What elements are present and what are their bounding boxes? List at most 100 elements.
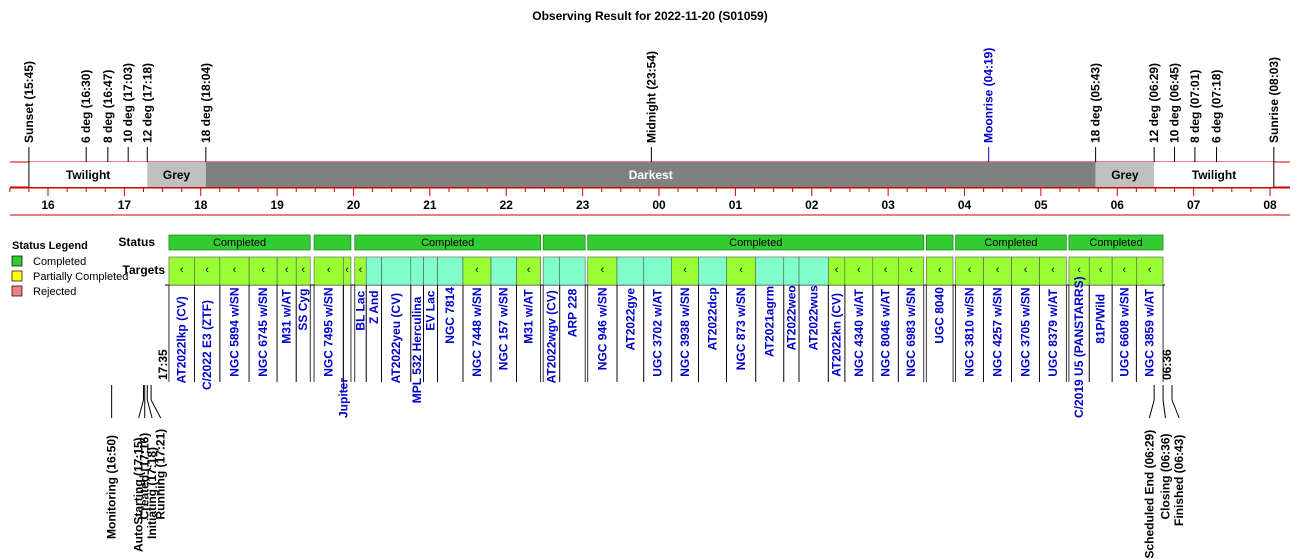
event-label: AutoStarting (17:15) xyxy=(132,437,146,552)
target-label: UGC 3702 w/AT xyxy=(651,288,665,376)
target-mark: ‹ xyxy=(601,264,605,276)
band-twilight xyxy=(1154,162,1274,187)
target-mark: ‹ xyxy=(1077,264,1081,276)
status-block xyxy=(168,234,311,251)
target-mark: ‹ xyxy=(180,264,184,276)
target-label: Z And xyxy=(367,290,381,324)
target-label: UGC 8379 w/AT xyxy=(1046,288,1060,376)
target-label: NGC 873 w/SN xyxy=(734,287,748,370)
target-label: NGC 7495 w/SN xyxy=(322,287,336,376)
target-block xyxy=(844,256,874,286)
target-block xyxy=(1039,256,1067,286)
target-label: AT2022weo xyxy=(784,285,798,350)
target-label: SS Cyg xyxy=(296,289,310,331)
band-label: Grey xyxy=(163,168,191,182)
legend-item-label: Completed xyxy=(33,256,86,268)
hour-tick-label: 05 xyxy=(1034,198,1048,212)
event-connector xyxy=(1171,399,1180,419)
target-block xyxy=(542,256,561,286)
band-grey xyxy=(1095,162,1155,187)
end-time-label: 06:36 xyxy=(1160,349,1174,380)
target-mark: ‹ xyxy=(1051,264,1055,276)
target-label: AT2021agrm xyxy=(763,286,777,357)
target-label: NGC 5894 w/SN xyxy=(227,287,241,376)
status-block xyxy=(313,234,352,251)
status-block-label: Completed xyxy=(421,237,474,249)
target-mark: ‹ xyxy=(475,264,479,276)
target-mark: ‹ xyxy=(301,264,305,276)
target-label: AT2022kn (CV) xyxy=(830,293,844,377)
target-label: NGC 8046 w/AT xyxy=(879,288,893,376)
event-connector xyxy=(146,399,153,419)
hour-tick-label: 02 xyxy=(805,198,819,212)
legend-items: Completed Partially Completed Rejected xyxy=(11,255,128,298)
target-block xyxy=(490,256,517,286)
target-mark: ‹ xyxy=(205,264,209,276)
start-time-label: 17:35 xyxy=(156,349,170,380)
event-label: Created (17:16) xyxy=(138,433,152,520)
target-mark: ‹ xyxy=(359,264,363,276)
legend-swatch xyxy=(11,285,23,297)
target-label: NGC 3938 w/SN xyxy=(678,287,692,376)
target-mark: ‹ xyxy=(261,264,265,276)
sky-bands: Twilight Grey Darkest Grey Twilight xyxy=(10,161,1290,188)
target-label: BL Lac xyxy=(354,290,368,330)
target-block xyxy=(983,256,1012,286)
status-block-label: Completed xyxy=(984,237,1037,249)
band-label: Darkest xyxy=(629,168,673,182)
target-label: C/2022 E3 (ZTF) xyxy=(200,300,214,390)
legend: Status Legend xyxy=(12,240,88,252)
target-block xyxy=(726,256,757,286)
target-label: NGC 7448 w/SN xyxy=(470,287,484,376)
hour-axis: 16 17 18 19 20 21 22 23 00 01 02 03 04 05 06 07 08 xyxy=(9,187,1290,216)
event-label: Scheduled End (06:29) xyxy=(1142,430,1156,559)
target-mark: ‹ xyxy=(739,264,743,276)
legend-swatch xyxy=(11,270,23,282)
target-label: NGC 4340 w/AT xyxy=(852,288,866,376)
target-block xyxy=(587,256,618,286)
band-twilight xyxy=(28,162,148,187)
event-connector xyxy=(150,399,162,419)
target-label: AT2022dcp xyxy=(705,287,719,350)
target-label: NGC 4257 w/SN xyxy=(991,287,1005,376)
targets-row-label: Targets xyxy=(123,263,166,277)
ephemeris-label: 12 deg (17:18) xyxy=(140,63,154,143)
target-mark: ‹ xyxy=(285,264,289,276)
target-mark: ‹ xyxy=(884,264,888,276)
target-block xyxy=(616,256,645,286)
target-block xyxy=(1111,256,1137,286)
target-block xyxy=(295,256,311,286)
hour-tick-label: 18 xyxy=(194,198,208,212)
band-darkest xyxy=(205,162,1096,187)
status-row: Completed Completed Completed Completed Comp… xyxy=(168,234,1164,251)
event-label: Monitoring (16:50) xyxy=(105,435,119,539)
ephemeris-label: 12 deg (06:29) xyxy=(1147,63,1161,143)
target-mark: ‹ xyxy=(527,264,531,276)
band-grey xyxy=(147,162,206,187)
status-row-label: Status xyxy=(118,235,155,249)
target-block xyxy=(698,256,727,286)
hour-tick-label: 07 xyxy=(1187,198,1201,212)
ephemeris-labels: Sunset (15:45) 6 deg (16:30) 8 deg (16:47)… xyxy=(22,48,1281,162)
target-label: AT2022yeu (CV) xyxy=(389,293,403,383)
target-mark: ‹ xyxy=(968,264,972,276)
legend-item-label: Rejected xyxy=(33,286,76,298)
target-block xyxy=(798,256,829,286)
target-label: NGC 3859 w/AT xyxy=(1143,288,1157,376)
target-block xyxy=(783,256,800,286)
target-block xyxy=(955,256,984,286)
target-label: NGC 7814 xyxy=(443,287,457,344)
ephemeris-label: 18 deg (05:43) xyxy=(1089,63,1103,143)
status-block-label: Completed xyxy=(729,237,782,249)
hour-tick-label: 06 xyxy=(1111,198,1125,212)
legend-swatch xyxy=(11,255,23,267)
target-mark: ‹ xyxy=(327,264,331,276)
event-connector xyxy=(1162,399,1166,419)
status-block xyxy=(354,234,541,251)
chart-title: Observing Result for 2022-11-20 (S01059) xyxy=(532,9,767,23)
target-block xyxy=(343,256,352,286)
target-block xyxy=(872,256,899,286)
target-mark: ‹ xyxy=(1148,264,1152,276)
target-block xyxy=(168,256,195,286)
hour-tick-label: 21 xyxy=(423,198,437,212)
